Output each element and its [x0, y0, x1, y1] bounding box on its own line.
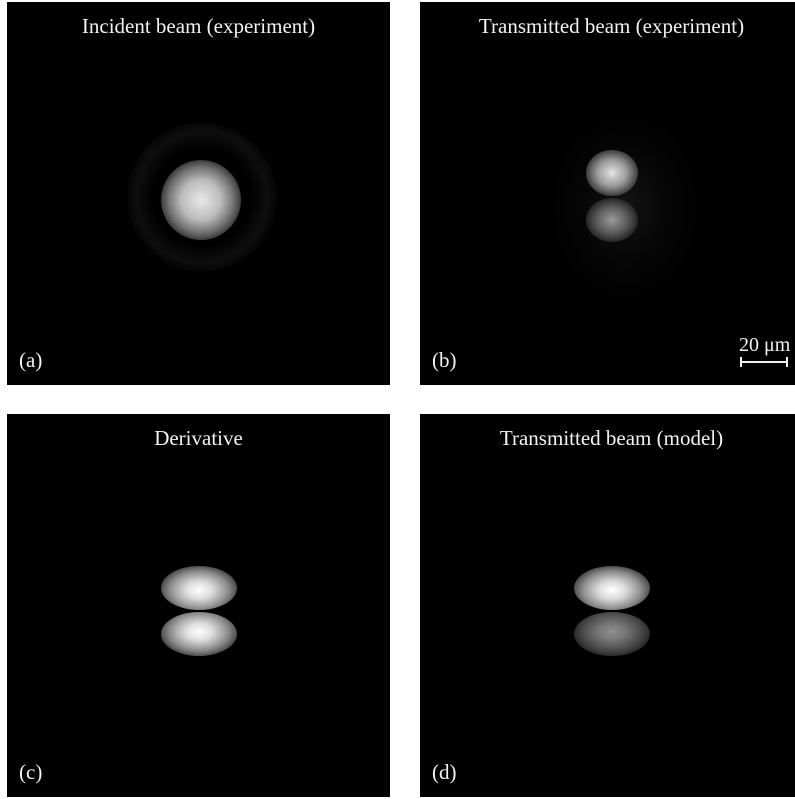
scale-bar-line: [740, 357, 788, 367]
panel-title: Derivative: [154, 426, 243, 450]
panel-label: (c): [19, 760, 43, 784]
lower-lobe: [586, 198, 638, 242]
panel-derivative: Derivative (c): [7, 414, 390, 797]
panel-title: Transmitted beam (experiment): [478, 14, 745, 38]
panel-incident-beam: Incident beam (experiment) (a): [7, 2, 390, 385]
panel-title: Transmitted beam (model): [499, 426, 724, 450]
panel-label: (a): [19, 348, 43, 372]
upper-lobe: [161, 566, 237, 610]
scale-bar: 20 μm: [739, 334, 791, 367]
panel-transmitted-experiment: Transmitted beam (experiment) (b) 20 μm: [420, 2, 795, 385]
upper-lobe: [574, 566, 650, 610]
lower-lobe: [574, 612, 650, 656]
beam-spot: [161, 160, 241, 240]
panel-title: Incident beam (experiment): [81, 14, 316, 38]
panel-label: (b): [432, 348, 457, 372]
lower-lobe: [161, 612, 237, 656]
upper-lobe: [586, 150, 638, 196]
panel-transmitted-model: Transmitted beam (model) (d): [420, 414, 795, 797]
panel-label: (d): [432, 760, 457, 784]
scale-bar-label: 20 μm: [739, 334, 791, 356]
